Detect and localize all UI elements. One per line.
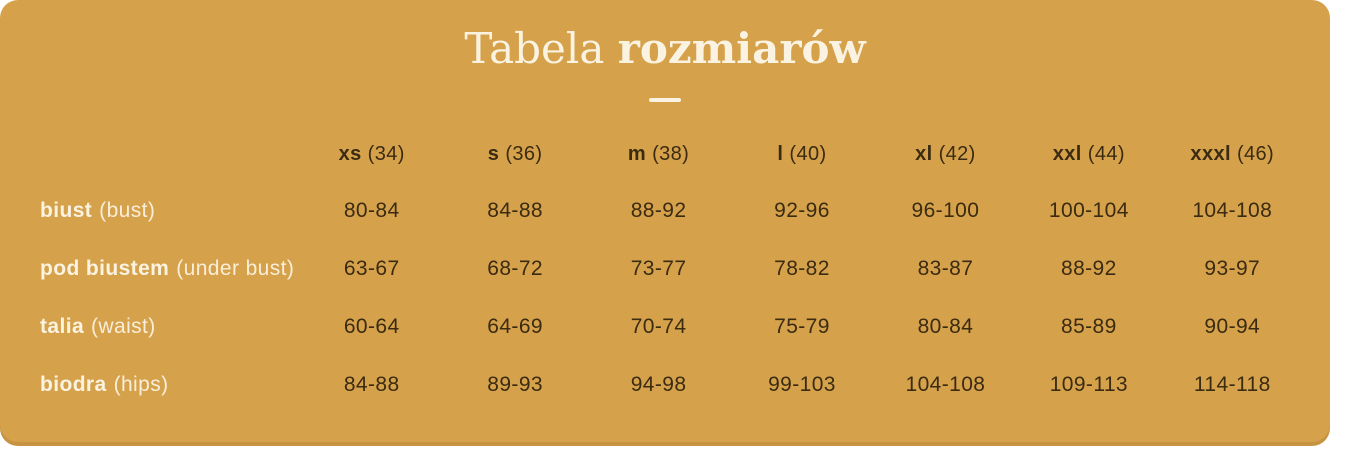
- row-label-bust: biust (bust): [0, 182, 300, 240]
- value-cell: 78-82: [774, 257, 830, 281]
- value-cell: 104-108: [905, 373, 986, 397]
- value-cell: 70-74: [630, 315, 687, 339]
- value-cell: 99-103: [768, 373, 836, 397]
- row-label-pl: talia: [40, 315, 85, 339]
- value-cell: 83-87: [917, 257, 974, 281]
- value-cell: 60-64: [343, 315, 400, 339]
- value-cell: 93-97: [1204, 257, 1261, 281]
- size-eu-label: (42): [938, 142, 976, 165]
- value-cell: 80-84: [343, 199, 400, 223]
- size-eu-label: (40): [789, 142, 827, 165]
- size-label: xs: [338, 142, 362, 165]
- header-cell-s: s (36): [443, 126, 586, 182]
- header-cell-xxl: xxl (44): [1017, 126, 1160, 182]
- value-cell: 63-67: [343, 257, 400, 281]
- value-cell: 92-96: [774, 199, 830, 223]
- value-cell: 90-94: [1204, 315, 1261, 339]
- size-label: m: [627, 142, 647, 165]
- size-label: l: [777, 142, 784, 165]
- row-label-en: (hips): [113, 373, 169, 397]
- row-label-pl: pod biustem: [40, 257, 170, 281]
- page-title-regular: Tabela: [464, 24, 605, 73]
- value-cell: 64-69: [487, 315, 543, 339]
- size-chart-card: Tabela rozmiarów xs (34) s (36) m (38) l…: [0, 0, 1330, 446]
- size-label: s: [487, 142, 500, 165]
- row-label-waist: talia (waist): [0, 298, 300, 356]
- row-label-en: (waist): [91, 315, 156, 339]
- value-cell: 104-108: [1192, 199, 1273, 223]
- page-title: Tabela rozmiarów: [0, 0, 1330, 74]
- size-eu-label: (44): [1087, 142, 1125, 165]
- row-label-en: (bust): [99, 199, 156, 223]
- size-table: xs (34) s (36) m (38) l (40) xl (42) xxl…: [0, 126, 1330, 414]
- value-cell: 68-72: [487, 257, 543, 281]
- value-cell: 96-100: [911, 199, 980, 223]
- row-label-en: (under bust): [176, 257, 295, 281]
- header-cell-xl: xl (42): [874, 126, 1017, 182]
- row-label-pl: biust: [40, 199, 93, 223]
- size-label: xxxl: [1190, 142, 1231, 165]
- value-cell: 88-92: [1060, 257, 1117, 281]
- value-cell: 94-98: [630, 373, 687, 397]
- header-cell-l: l (40): [730, 126, 873, 182]
- value-cell: 109-113: [1049, 373, 1128, 397]
- row-label-hips: biodra (hips): [0, 356, 300, 414]
- size-label: xl: [915, 142, 933, 165]
- size-eu-label: (36): [505, 142, 543, 165]
- page-title-bold: rozmiarów: [617, 24, 866, 73]
- value-cell: 84-88: [343, 373, 400, 397]
- value-cell: 114-118: [1193, 373, 1271, 397]
- size-label: xxl: [1052, 142, 1082, 165]
- size-eu-label: (46): [1236, 142, 1275, 165]
- size-eu-label: (34): [367, 142, 405, 165]
- row-label-pl: biodra: [40, 373, 107, 397]
- header-cell-xxxl: xxxl (46): [1161, 126, 1304, 182]
- value-cell: 89-93: [487, 373, 543, 397]
- value-cell: 75-79: [774, 315, 830, 339]
- size-eu-label: (38): [652, 142, 690, 165]
- value-cell: 73-77: [630, 257, 687, 281]
- title-underline-dash: [649, 98, 681, 103]
- value-cell: 80-84: [917, 315, 974, 339]
- value-cell: 84-88: [487, 199, 543, 223]
- header-cell-xs: xs (34): [300, 126, 443, 182]
- header-cell-m: m (38): [587, 126, 730, 182]
- value-cell: 100-104: [1048, 199, 1129, 223]
- value-cell: 85-89: [1060, 315, 1117, 339]
- header-spacer: [0, 126, 300, 182]
- value-cell: 88-92: [630, 199, 687, 223]
- row-label-under-bust: pod biustem (under bust): [0, 240, 300, 298]
